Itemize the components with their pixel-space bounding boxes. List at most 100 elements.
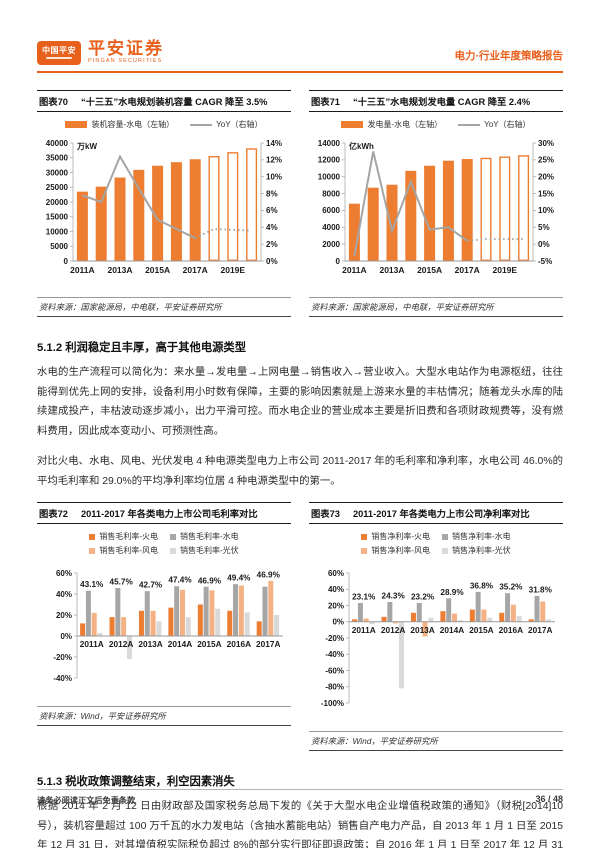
- svg-text:-100%: -100%: [321, 699, 344, 708]
- figure-72: 图表72 2011-2017 年各类电力上市公司毛利率对比 销售毛利率-火电 销售…: [37, 502, 291, 726]
- report-type-label: 电力·行业年度策略报告: [454, 50, 564, 62]
- hydro-capacity-chart: 0 5000 10000 15000 20000 25000 30000 35000 40000…: [37, 133, 291, 290]
- svg-text:40%: 40%: [56, 590, 72, 599]
- svg-text:2%: 2%: [266, 240, 278, 249]
- figure-70-body: 装机容量-水电（左轴） YoY（右轴） 0 5000 10000 15000 20000 2…: [37, 112, 291, 293]
- line-swatch-icon: [458, 123, 481, 126]
- svg-text:5000: 5000: [50, 242, 68, 251]
- svg-text:20%: 20%: [538, 173, 554, 182]
- svg-text:46.9%: 46.9%: [198, 576, 222, 585]
- legend-item: 销售毛利率-火电: [51, 531, 164, 542]
- figure-72-body: 销售毛利率-火电 销售毛利率-水电 销售毛利率-风电 销售毛利率-光伏 -40% -20…: [37, 524, 291, 702]
- svg-text:-80%: -80%: [325, 683, 344, 692]
- svg-text:-40%: -40%: [325, 650, 344, 659]
- legend-item: 销售净利率-光伏: [436, 545, 549, 556]
- svg-text:47.4%: 47.4%: [168, 576, 192, 585]
- svg-text:14000: 14000: [318, 139, 341, 148]
- svg-text:20%: 20%: [328, 601, 344, 610]
- chart-72-legend: 销售毛利率-火电 销售毛利率-水电 销售毛利率-风电 销售毛利率-光伏: [37, 531, 291, 556]
- svg-text:2015A: 2015A: [197, 639, 221, 649]
- line-swatch-icon: [190, 123, 213, 126]
- bar-swatch-icon: [341, 121, 364, 128]
- legend-item: 销售净利率-风电: [323, 545, 436, 556]
- svg-text:2019E: 2019E: [221, 265, 246, 275]
- svg-text:36.8%: 36.8%: [470, 581, 494, 590]
- svg-text:0%: 0%: [60, 632, 72, 641]
- section-512-paragraph-2: 对比火电、水电、风电、光伏发电 4 种电源类型电力上市公司 2011-2017 …: [37, 456, 563, 487]
- page-number: 36 / 48: [535, 794, 563, 804]
- figure-72-title: 图表72 2011-2017 年各类电力上市公司毛利率对比: [37, 502, 291, 524]
- brand-name-cn: 平安证券: [88, 39, 164, 58]
- svg-text:20000: 20000: [46, 198, 69, 207]
- svg-text:10%: 10%: [538, 206, 554, 215]
- svg-text:2000: 2000: [322, 240, 340, 249]
- svg-text:46.9%: 46.9%: [257, 570, 281, 579]
- figure-73-body: 销售净利率-火电 销售净利率-水电 销售净利率-风电 销售净利率-光伏 -100% -8…: [309, 524, 563, 727]
- svg-text:10000: 10000: [318, 173, 341, 182]
- figure-70-tag: 图表70: [39, 97, 68, 107]
- svg-text:2011A: 2011A: [80, 639, 104, 649]
- svg-text:45.7%: 45.7%: [110, 578, 134, 587]
- svg-text:31.8%: 31.8%: [529, 585, 553, 594]
- square-swatch-icon: [170, 547, 176, 554]
- figure-71-tag: 图表71: [311, 97, 340, 107]
- svg-text:6000: 6000: [322, 206, 340, 215]
- square-swatch-icon: [170, 533, 176, 540]
- svg-text:2011A: 2011A: [352, 625, 376, 635]
- square-swatch-icon: [361, 533, 368, 540]
- svg-text:40000: 40000: [46, 139, 69, 148]
- square-swatch-icon: [361, 547, 368, 554]
- square-swatch-icon: [89, 547, 96, 554]
- figure-70: 图表70 “十三五”水电规划装机容量 CAGR 降至 3.5% 装机容量-水电（…: [37, 90, 291, 317]
- svg-text:30000: 30000: [46, 168, 69, 177]
- figure-71-title: 图表71 “十三五”水电规划发电量 CAGR 降至 2.4%: [309, 90, 563, 112]
- svg-text:12000: 12000: [318, 156, 341, 165]
- svg-text:2014A: 2014A: [440, 625, 464, 635]
- figure-72-tag: 图表72: [39, 509, 68, 519]
- svg-text:25000: 25000: [46, 183, 69, 192]
- bar-swatch-icon: [65, 121, 88, 128]
- svg-text:2015A: 2015A: [469, 625, 493, 635]
- svg-text:2017A: 2017A: [183, 265, 208, 275]
- legend-item: 销售净利率-火电: [323, 531, 436, 542]
- legend-item-bar: 发电量-水电（左轴）: [341, 119, 442, 130]
- figure-71: 图表71 “十三五”水电规划发电量 CAGR 降至 2.4% 发电量-水电（左轴…: [309, 90, 563, 317]
- svg-text:-60%: -60%: [325, 666, 344, 675]
- net-margin-chart: -100% -80% -60% -40% -20% 0% 20% 40% 60% 23.1% 201…: [309, 559, 563, 724]
- svg-text:6%: 6%: [266, 206, 278, 215]
- square-swatch-icon: [442, 547, 448, 554]
- square-swatch-icon: [89, 533, 96, 540]
- figure-70-title: 图表70 “十三五”水电规划装机容量 CAGR 降至 3.5%: [37, 90, 291, 112]
- svg-text:2013A: 2013A: [107, 265, 132, 275]
- figure-71-source: 资料来源：国家能源局，中电联，平安证券研究所: [309, 297, 563, 317]
- svg-text:40%: 40%: [328, 585, 344, 594]
- figure-73: 图表73 2011-2017 年各类电力上市公司净利率对比 销售净利率-火电 销售…: [309, 502, 563, 751]
- svg-text:12%: 12%: [266, 156, 282, 165]
- svg-text:2016A: 2016A: [499, 625, 523, 635]
- logo-box-text: 中国平安: [42, 46, 76, 55]
- legend-item: 销售毛利率-风电: [51, 545, 164, 556]
- figure-72-caption: 2011-2017 年各类电力上市公司毛利率对比: [80, 509, 258, 519]
- pingan-logo-icon: 中国平安: [37, 40, 81, 65]
- svg-text:2013A: 2013A: [379, 265, 404, 275]
- chart-71-legend: 发电量-水电（左轴） YoY（右轴）: [309, 119, 563, 130]
- svg-text:8%: 8%: [266, 189, 278, 198]
- section-513-paragraph-1: 根据 2014 年 2 月 12 日由财政部及国家税务总局下发的《关于大型水电企…: [37, 801, 563, 848]
- svg-text:23.2%: 23.2%: [411, 592, 435, 601]
- figure-row-bottom: 图表72 2011-2017 年各类电力上市公司毛利率对比 销售毛利率-火电 销售…: [37, 502, 563, 751]
- svg-text:49.4%: 49.4%: [227, 574, 251, 583]
- svg-text:30%: 30%: [538, 139, 554, 148]
- svg-text:8000: 8000: [322, 189, 340, 198]
- legend-item: 销售毛利率-光伏: [164, 545, 277, 556]
- chart-70-legend: 装机容量-水电（左轴） YoY（右轴）: [37, 119, 291, 130]
- svg-text:0: 0: [64, 257, 69, 266]
- brand-text: 平安证券 PINGAN SECURITIES: [88, 40, 164, 65]
- svg-text:2017A: 2017A: [528, 625, 552, 635]
- legend-item: 销售毛利率-水电: [164, 531, 277, 542]
- svg-text:10000: 10000: [46, 227, 69, 236]
- figure-73-source: 资料来源：Wind，平安证券研究所: [309, 731, 563, 751]
- legend-item-line: YoY（右轴）: [458, 119, 531, 130]
- svg-text:2014A: 2014A: [168, 639, 192, 649]
- section-512-paragraph-1: 水电的生产流程可以简化为：来水量→发电量→上网电量→销售收入→营业收入。大型水电…: [37, 367, 563, 437]
- svg-text:2013A: 2013A: [138, 639, 162, 649]
